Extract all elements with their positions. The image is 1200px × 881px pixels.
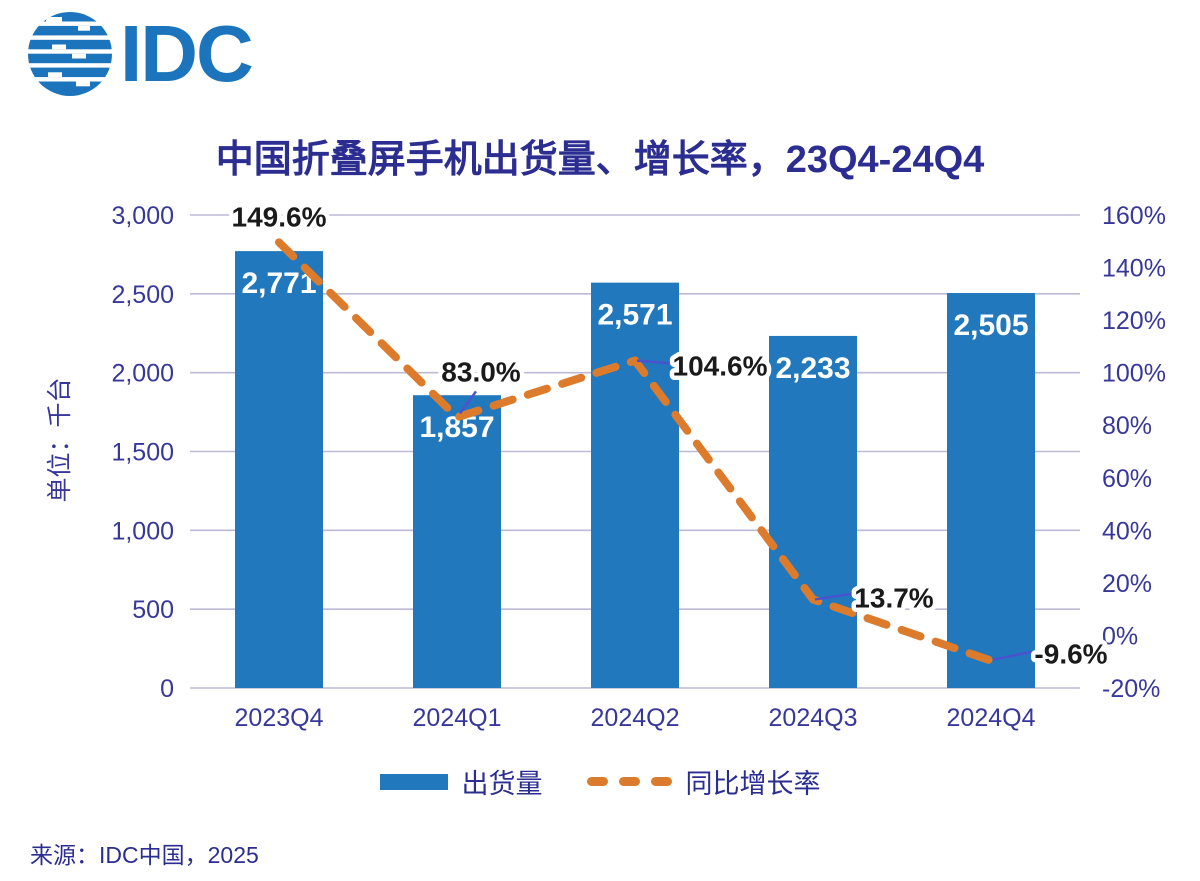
label-leader-line <box>636 359 675 365</box>
x-axis-tick-label: 2024Q1 <box>413 704 502 732</box>
label-leader-line <box>458 390 478 415</box>
x-axis-tick-label: 2023Q4 <box>235 704 324 732</box>
legend-bar-swatch-icon <box>379 773 448 790</box>
x-axis-tick-label: 2024Q3 <box>769 704 858 732</box>
label-leader-line <box>814 592 855 601</box>
growth-value-label: 104.6% <box>673 351 768 382</box>
right-axis-tick-label: 100% <box>1102 360 1166 388</box>
right-axis-tick-label: 20% <box>1102 570 1152 598</box>
legend-label: 同比增长率 <box>685 769 821 799</box>
chart-legend: 出货量 同比增长率 <box>0 762 1200 801</box>
bar-2024Q1 <box>413 395 501 688</box>
legend-dash-segment <box>618 777 640 786</box>
legend-dashed-line-swatch-icon <box>586 777 672 786</box>
growth-value-label: 13.7% <box>854 582 933 613</box>
right-axis-tick-label: 160% <box>1102 202 1166 230</box>
legend-dash-segment <box>650 777 672 786</box>
bar-2023Q4 <box>235 251 323 689</box>
idc-logo: IDC <box>28 9 254 98</box>
left-axis-tick-label: 1,500 <box>111 439 174 467</box>
bar-value-label: 2,571 <box>597 299 672 332</box>
legend-label: 出货量 <box>461 769 543 799</box>
left-axis-tick-label: 1,000 <box>111 517 174 545</box>
x-axis-tick-label: 2024Q2 <box>591 704 680 732</box>
legend-dash-segment <box>586 777 608 786</box>
right-axis-tick-label: 80% <box>1102 412 1152 440</box>
chart-title: 中国折叠屏手机出货量、增长率，23Q4-24Q4 <box>215 139 985 181</box>
bar-value-label: 2,505 <box>953 309 1028 342</box>
bar-value-label: 2,771 <box>241 267 316 300</box>
growth-rate-line <box>275 238 995 665</box>
x-axis-tick-label: 2024Q4 <box>947 704 1036 732</box>
right-axis-tick-label: 140% <box>1102 255 1166 283</box>
left-axis-tick-label: 2,500 <box>111 281 174 309</box>
label-leader-line <box>992 650 1033 661</box>
left-axis-tick-label: 0 <box>160 675 174 703</box>
growth-value-label: -9.6% <box>1034 639 1107 670</box>
legend-item: 出货量 <box>379 762 543 801</box>
idc-globe-icon <box>28 12 112 96</box>
legend-item: 同比增长率 <box>586 762 821 801</box>
right-axis-tick-label: 0% <box>1102 622 1138 650</box>
right-axis-tick-label: 40% <box>1102 517 1152 545</box>
bar-2024Q3 <box>769 335 857 688</box>
growth-value-label: 83.0% <box>441 356 520 387</box>
bar-2024Q2 <box>591 282 679 688</box>
idc-logo-text: IDC <box>120 9 254 98</box>
right-axis-tick-label: 60% <box>1102 465 1152 493</box>
bar-2024Q4 <box>947 293 1035 688</box>
bar-value-label: 2,233 <box>775 352 850 385</box>
source-note: 来源：IDC中国，2025 <box>30 842 259 868</box>
right-axis-tick-label: -20% <box>1102 675 1160 703</box>
left-axis-tick-label: 2,000 <box>111 360 174 388</box>
left-axis-tick-label: 3,000 <box>111 202 174 230</box>
growth-value-label: 149.6% <box>232 201 327 232</box>
left-axis-tick-label: 500 <box>132 596 174 624</box>
right-axis-tick-label: 120% <box>1102 307 1166 335</box>
